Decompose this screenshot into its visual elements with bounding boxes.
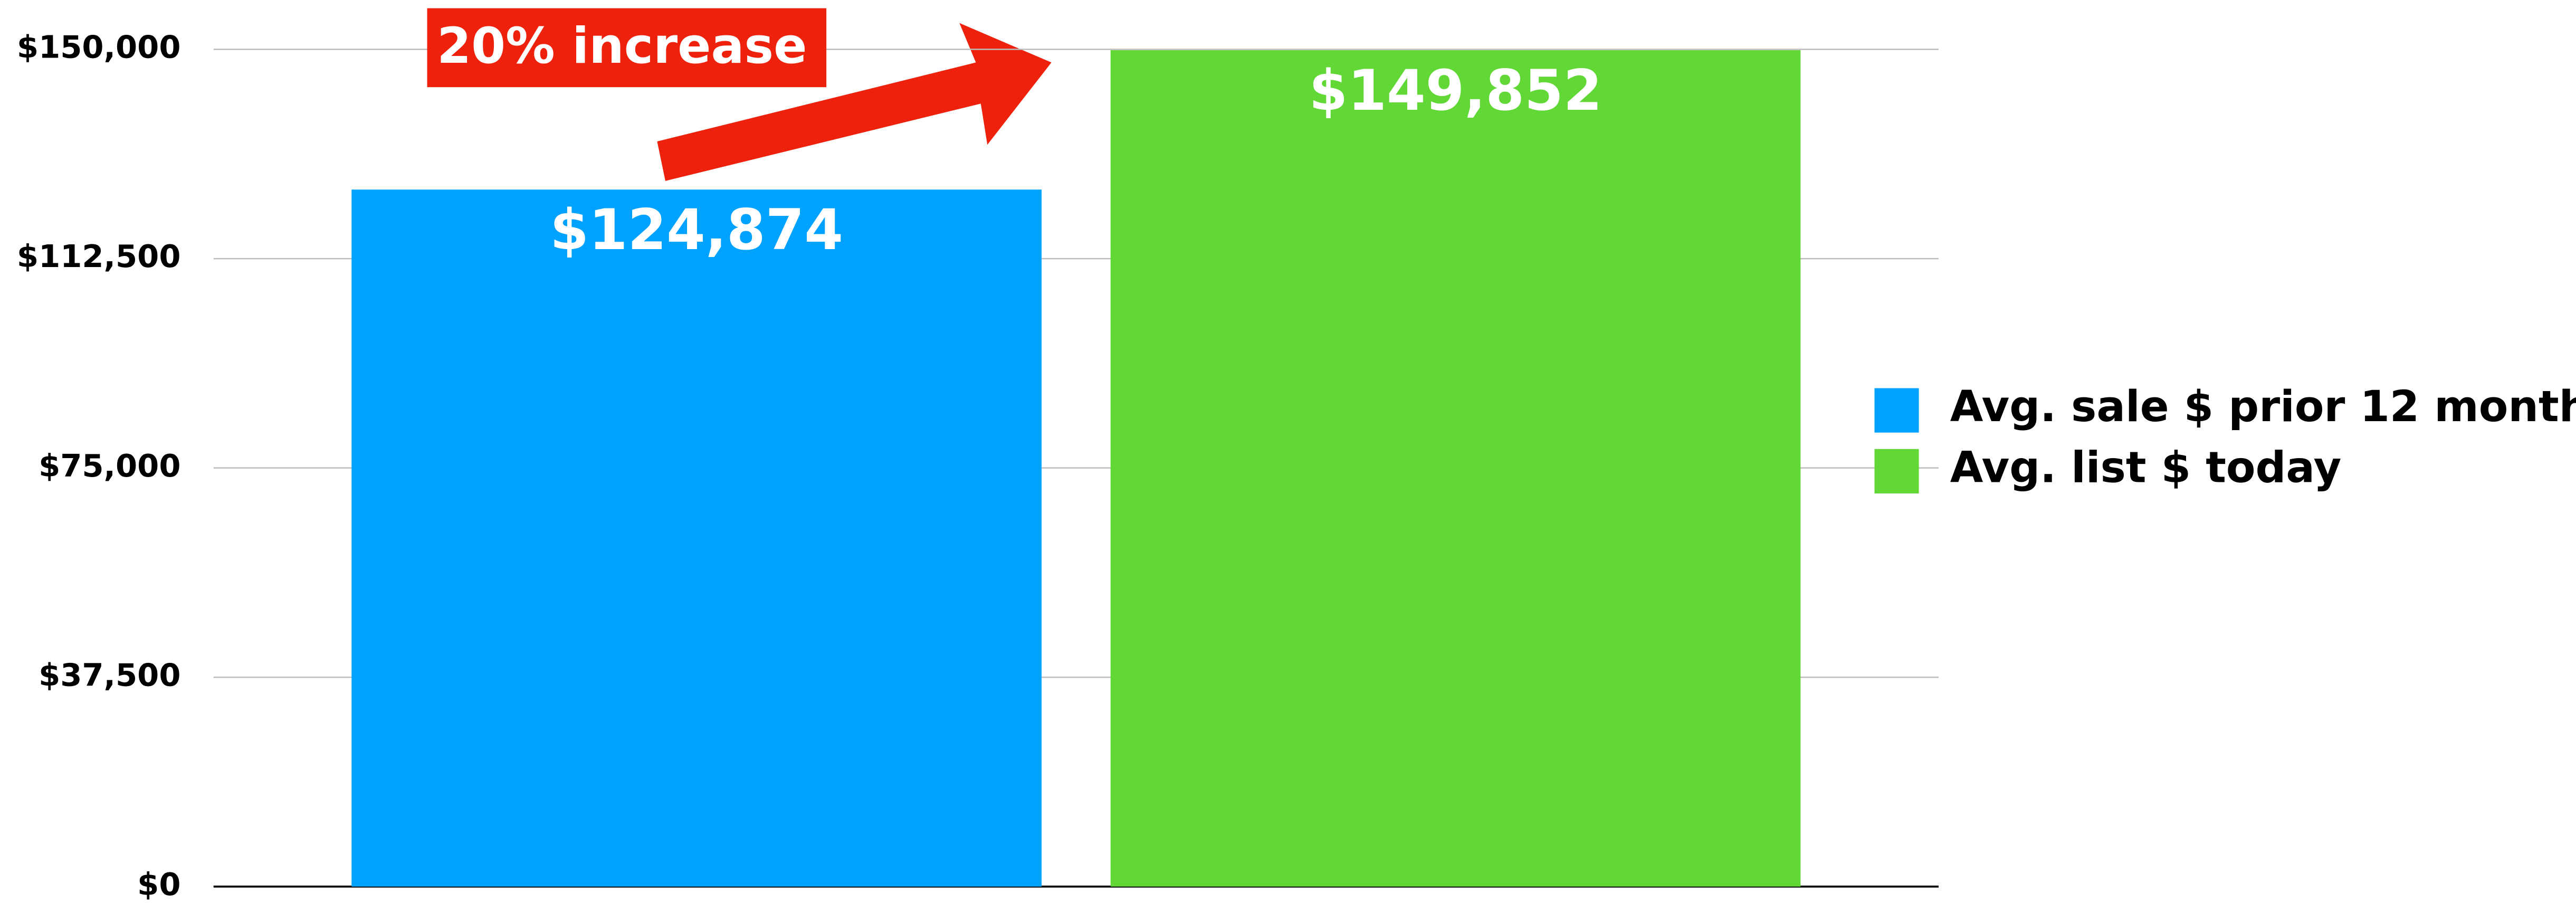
- annotation-arrow: [657, 23, 1052, 181]
- y-tick-label: $75,000: [39, 448, 180, 484]
- y-tick-label: $150,000: [17, 29, 181, 65]
- bar: [1110, 50, 1801, 887]
- annotation-box: [427, 8, 827, 88]
- data-label: $149,852: [1309, 58, 1602, 123]
- data-label: $124,874: [550, 197, 843, 262]
- legend-label: Avg. sale $ prior 12 months: [1950, 382, 2576, 432]
- y-tick-label: $112,500: [17, 238, 181, 274]
- legend-label: Avg. list $ today: [1950, 443, 2342, 492]
- bar: [351, 189, 1042, 887]
- annotation-text: 20% increase: [437, 17, 807, 75]
- y-tick-label: $0: [137, 866, 180, 902]
- legend-swatch: [1874, 449, 1919, 493]
- legend-swatch: [1874, 388, 1919, 433]
- y-tick-label: $37,500: [39, 657, 180, 693]
